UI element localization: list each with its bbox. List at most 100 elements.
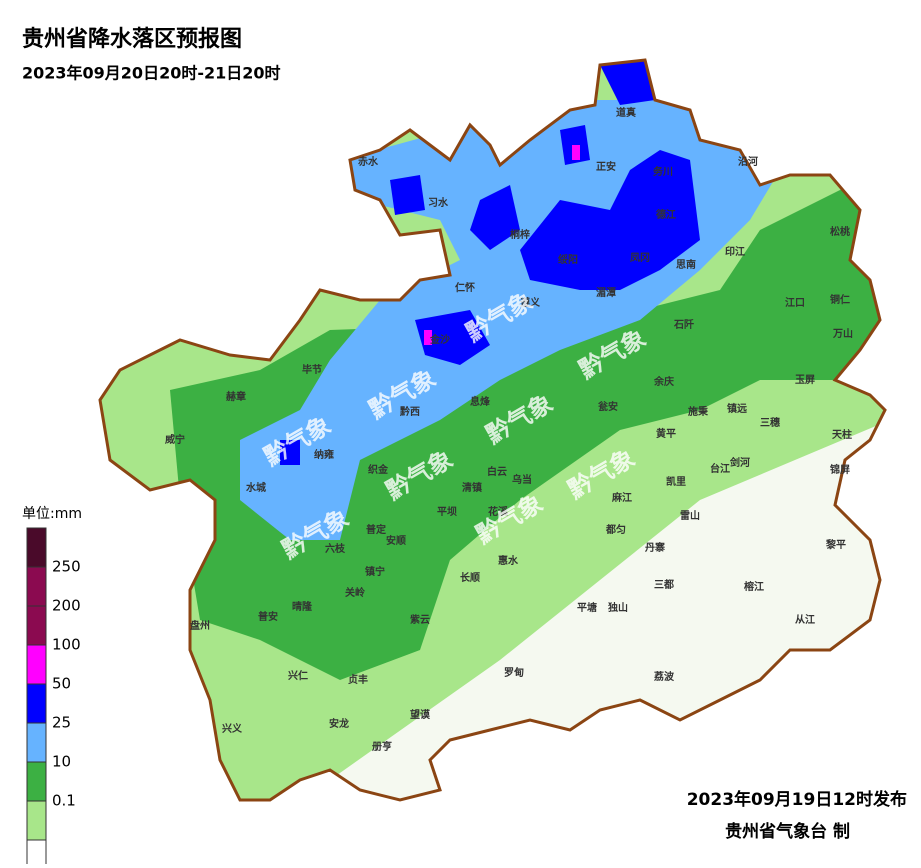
province-border [98, 58, 887, 802]
county-label: 晴隆 [292, 600, 313, 613]
county-label: 黔西 [400, 405, 420, 418]
county-label: 盘州 [190, 619, 210, 632]
county-label: 天柱 [832, 428, 852, 441]
legend-label: 0.1 [52, 792, 76, 810]
county-label: 关岭 [345, 586, 365, 599]
legend-label: 25 [52, 714, 71, 732]
county-label: 习水 [428, 196, 449, 209]
county-label: 平塘 [577, 601, 597, 614]
county-label: 镇远 [727, 402, 747, 415]
county-label: 沿河 [738, 155, 758, 168]
county-label: 都匀 [605, 523, 626, 536]
legend-unit: 单位:mm [22, 506, 82, 522]
county-label: 余庆 [653, 375, 674, 388]
county-label: 镇宁 [365, 565, 385, 578]
county-label: 花溪 [488, 505, 509, 518]
legend: 250 200 100 50 25 10 0.1 [26, 527, 81, 868]
legend-label: 100 [52, 636, 81, 654]
county-label: 麻江 [611, 491, 632, 504]
county-label: 织金 [368, 463, 389, 476]
county-label: 锦屏 [830, 463, 850, 476]
county-label: 道真 [616, 106, 636, 119]
county-label: 江口 [785, 296, 805, 309]
legend-swatch [26, 566, 47, 607]
county-label: 三穗 [760, 416, 780, 429]
county-label: 赤水 [358, 155, 379, 168]
county-label: 湄潭 [596, 286, 616, 299]
county-label: 思南 [676, 258, 696, 271]
county-label: 三都 [654, 578, 674, 591]
legend-swatch [26, 605, 47, 646]
county-label: 息烽 [470, 395, 491, 408]
county-label: 望谟 [410, 708, 431, 721]
county-label: 施秉 [688, 405, 709, 418]
county-label: 惠水 [498, 554, 519, 567]
county-label: 石阡 [673, 318, 694, 331]
county-label: 平坝 [437, 505, 457, 518]
county-label: 水城 [245, 481, 266, 494]
county-label: 万山 [832, 327, 853, 340]
map-title: 贵州省降水落区预报图 [22, 27, 242, 52]
county-label: 乌当 [512, 473, 532, 486]
county-label: 兴义 [222, 722, 243, 735]
county-label: 白云 [487, 465, 507, 478]
county-label: 安顺 [386, 534, 406, 547]
county-label: 遵义 [520, 296, 541, 309]
county-label: 安龙 [329, 717, 349, 730]
county-label: 剑河 [729, 456, 750, 469]
legend-swatch [26, 761, 47, 802]
county-label: 长顺 [460, 571, 480, 584]
legend-swatch [26, 644, 47, 685]
county-label: 正安 [596, 160, 616, 173]
county-label: 铜仁 [830, 293, 850, 306]
issuer: 贵州省气象台 制 [725, 821, 850, 842]
county-label: 仁怀 [455, 281, 475, 294]
legend-swatch [26, 683, 47, 724]
county-label: 榕江 [744, 580, 764, 593]
county-label: 赫章 [226, 390, 246, 403]
county-label: 普定 [366, 523, 386, 536]
county-label: 普安 [258, 610, 278, 623]
county-label: 清镇 [462, 481, 482, 494]
county-label: 雷山 [680, 509, 700, 522]
legend-label: 10 [52, 753, 71, 771]
legend-swatch [26, 722, 47, 763]
county-label: 凤冈 [630, 252, 650, 264]
county-label: 凯里 [666, 475, 686, 488]
county-label: 纳雍 [314, 448, 334, 461]
county-label: 黄平 [656, 427, 676, 440]
county-label: 务川 [653, 165, 673, 178]
county-label: 贞丰 [348, 673, 368, 686]
county-label: 松桃 [830, 225, 850, 238]
county-label: 丹寨 [645, 541, 665, 554]
county-label: 台江 [710, 462, 730, 475]
county-label: 册亨 [372, 740, 392, 753]
county-label: 威宁 [165, 433, 185, 446]
legend-label: 200 [52, 597, 81, 615]
issue-time: 2023年09月19日12时发布 [687, 789, 907, 810]
legend-swatch [26, 839, 47, 868]
county-label: 紫云 [410, 613, 430, 626]
legend-swatch [26, 527, 47, 568]
county-label: 兴仁 [288, 669, 308, 682]
county-label: 独山 [608, 601, 628, 614]
county-label: 金沙 [429, 333, 450, 346]
county-label: 罗甸 [504, 666, 524, 679]
county-label: 黎平 [826, 538, 846, 551]
county-label: 从江 [795, 613, 815, 626]
county-label: 瓮安 [598, 400, 618, 413]
county-label: 荔波 [653, 670, 675, 683]
county-label: 印江 [725, 245, 745, 258]
legend-label: 250 [52, 558, 81, 576]
county-label: 六枝 [325, 542, 346, 555]
county-label: 毕节 [302, 363, 322, 376]
county-label: 桐梓 [510, 228, 530, 241]
legend-label: 50 [52, 675, 71, 693]
county-label: 德江 [655, 208, 676, 221]
county-label: 绥阳 [558, 253, 578, 266]
map-subtitle: 2023年09月20日20时-21日20时 [22, 64, 281, 83]
county-label: 玉屏 [795, 374, 815, 386]
